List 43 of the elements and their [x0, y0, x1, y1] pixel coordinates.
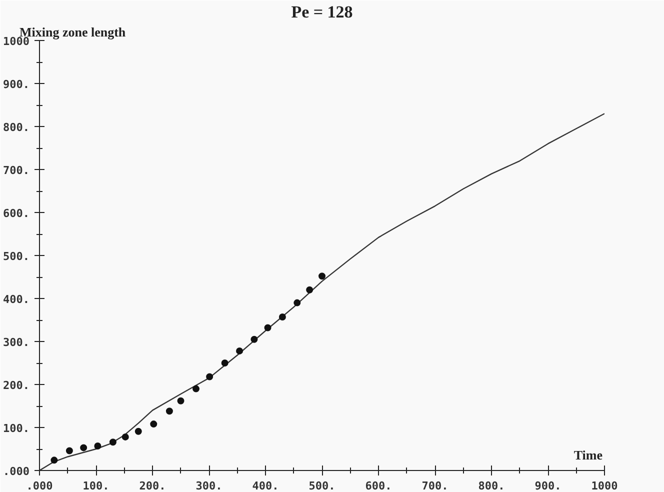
chart-title: Pe = 128	[291, 2, 353, 22]
point	[109, 438, 116, 446]
point	[264, 324, 272, 332]
x-tick-label: .000	[26, 480, 53, 492]
x-tick-label: 100.	[82, 480, 110, 492]
x-tick-label: 500.	[308, 480, 336, 492]
point	[177, 397, 184, 404]
point	[122, 433, 129, 440]
y-tick-label: .000	[3, 465, 30, 478]
point	[94, 442, 102, 450]
point	[318, 272, 326, 280]
point	[206, 373, 214, 380]
y-tick-label: 400.	[3, 293, 30, 306]
x-tick-label: 400.	[252, 480, 279, 492]
x-tick-label: 700.	[422, 480, 448, 492]
point	[250, 336, 258, 343]
y-tick-label: 200.	[3, 379, 30, 392]
y-tick-label: 600.	[3, 207, 30, 220]
x-tick-label: 1000	[591, 480, 618, 492]
x-tick-label: 600.	[365, 480, 392, 492]
point	[221, 360, 228, 366]
point	[166, 408, 173, 415]
point	[150, 420, 158, 428]
y-tick-label: 300.	[3, 336, 30, 349]
point	[50, 456, 58, 464]
y-tick-label: 100.	[3, 422, 30, 435]
x-tick-label: 900.	[534, 480, 562, 492]
y-tick-label: 700.	[3, 164, 30, 177]
point	[66, 447, 73, 454]
point	[294, 299, 301, 306]
point	[306, 286, 314, 294]
point	[236, 347, 244, 354]
y-tick-label: 800.	[3, 121, 30, 134]
point	[278, 313, 286, 320]
x-axis-title: Time	[574, 448, 603, 462]
x-tick-label: 300.	[196, 480, 222, 492]
y-tick-label: 900.	[3, 78, 30, 91]
x-tick-label: 200.	[139, 480, 166, 492]
y-tick-label: 500.	[3, 250, 30, 263]
x-tick-label: 800.	[478, 480, 505, 492]
point	[80, 444, 88, 452]
point	[134, 428, 142, 435]
point	[192, 385, 200, 392]
